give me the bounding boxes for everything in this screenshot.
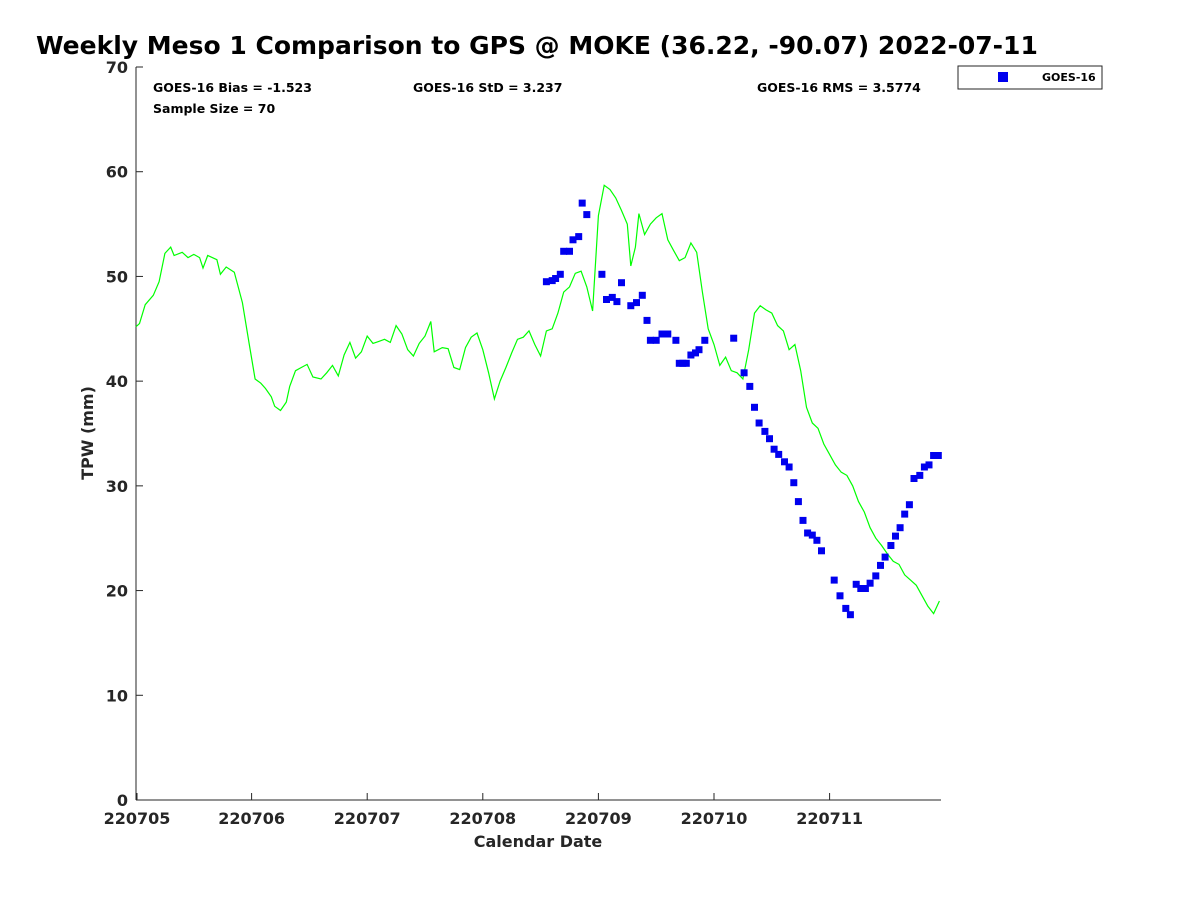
stat-std: GOES-16 StD = 3.237 <box>413 80 562 95</box>
legend: GOES-16 <box>957 65 1103 90</box>
goes16-point <box>794 498 802 506</box>
goes16-point <box>646 336 654 344</box>
goes16-point <box>887 542 895 549</box>
goes16-point <box>664 330 672 338</box>
goes16-point <box>751 403 758 411</box>
y-tick-label: 60 <box>106 163 128 182</box>
goes16-point <box>836 592 844 600</box>
goes16-point <box>633 299 640 307</box>
goes16-point <box>920 463 928 471</box>
y-tick-label: 70 <box>106 58 128 77</box>
goes16-point <box>813 536 821 544</box>
goes16-point <box>560 247 568 255</box>
chart-title: Weekly Meso 1 Comparison to GPS @ MOKE (… <box>36 31 1038 60</box>
goes16-point <box>925 461 933 469</box>
y-axis: 0 10 20 30 40 50 60 70 <box>106 58 143 810</box>
plot-area <box>135 184 942 619</box>
goes16-point <box>934 452 942 459</box>
goes16-point <box>785 463 793 471</box>
x-tick-label: 220709 <box>565 809 632 828</box>
goes16-point <box>701 336 709 344</box>
goes16-point <box>583 211 591 219</box>
goes16-point <box>598 270 606 278</box>
y-tick-label: 30 <box>106 477 128 496</box>
goes16-point <box>842 604 850 612</box>
x-axis: 220705 220706 220707 220708 220709 220710 2207… <box>104 793 863 828</box>
goes16-point <box>652 336 660 344</box>
goes16-point <box>857 585 865 592</box>
goes16-point <box>916 471 924 479</box>
goes16-point <box>866 579 874 587</box>
stat-sample-size: Sample Size = 70 <box>153 101 275 116</box>
goes16-point <box>818 547 825 555</box>
goes16-point <box>881 553 889 561</box>
goes16-point <box>643 316 651 324</box>
goes16-point <box>830 576 838 584</box>
goes16-point <box>556 270 564 278</box>
x-tick-label: 220706 <box>218 809 285 828</box>
goes16-point <box>861 585 869 592</box>
goes16-point <box>682 359 690 367</box>
goes16-point <box>877 561 884 569</box>
y-tick-label: 0 <box>117 791 128 810</box>
goes16-point <box>804 529 812 537</box>
goes16-point <box>578 199 586 207</box>
series-goes16-points <box>542 199 942 619</box>
goes16-point <box>775 450 783 458</box>
legend-marker-goes16 <box>998 72 1008 82</box>
goes16-point <box>687 351 695 359</box>
goes16-point <box>730 334 738 342</box>
goes16-point <box>638 291 646 299</box>
goes16-point <box>755 419 763 427</box>
goes16-point <box>781 458 788 466</box>
goes16-point <box>740 369 748 377</box>
goes16-point <box>542 278 550 286</box>
goes16-point <box>905 501 913 509</box>
goes16-point <box>896 524 904 532</box>
y-tick-label: 20 <box>106 582 128 601</box>
y-tick-label: 10 <box>106 686 128 705</box>
goes16-point <box>930 452 938 459</box>
x-tick-label: 220707 <box>334 809 401 828</box>
series-line-gps <box>135 184 940 615</box>
goes16-point <box>608 293 616 301</box>
legend-label-goes16: GOES-16 <box>1042 71 1096 84</box>
goes16-point <box>658 330 666 338</box>
goes16-point <box>761 427 769 435</box>
goes16-point <box>808 531 816 539</box>
stat-rms: GOES-16 RMS = 3.5774 <box>757 80 921 95</box>
goes16-point <box>569 236 577 244</box>
y-tick-label: 40 <box>106 372 128 391</box>
x-tick-label: 220711 <box>796 809 863 828</box>
goes16-point <box>852 580 860 588</box>
y-axis-label: TPW (mm) <box>78 386 97 480</box>
goes16-point <box>695 346 703 354</box>
goes16-point <box>575 233 583 241</box>
goes16-point <box>618 279 625 287</box>
goes16-point <box>613 298 621 306</box>
goes16-point <box>790 479 798 487</box>
y-tick-label: 50 <box>106 267 128 286</box>
goes16-point <box>766 435 773 443</box>
x-tick-label: 220705 <box>104 809 171 828</box>
goes16-point <box>770 445 778 453</box>
goes16-point <box>872 572 880 580</box>
goes16-point <box>846 611 854 619</box>
goes16-point <box>603 296 610 303</box>
goes16-point <box>746 382 754 390</box>
goes16-point <box>627 302 635 310</box>
x-tick-label: 220708 <box>449 809 516 828</box>
legend-box <box>957 65 1103 90</box>
goes16-point <box>566 247 573 255</box>
x-tick-label: 220710 <box>681 809 748 828</box>
goes16-point <box>552 275 560 282</box>
x-axis-label: Calendar Date <box>474 832 603 851</box>
goes16-point <box>910 475 918 482</box>
goes16-point <box>901 510 909 518</box>
goes16-point <box>892 532 899 540</box>
goes16-point <box>799 516 807 524</box>
goes16-point <box>672 336 680 344</box>
stat-bias: GOES-16 Bias = -1.523 <box>153 80 312 95</box>
